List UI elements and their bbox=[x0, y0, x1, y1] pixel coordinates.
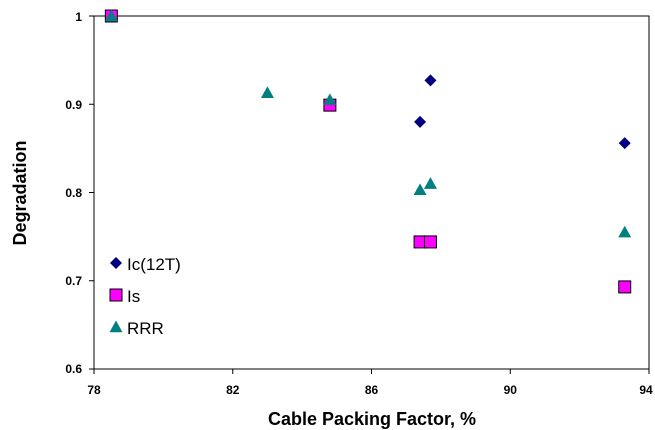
axis-ticks bbox=[89, 15, 650, 374]
legend-marker-is bbox=[109, 288, 123, 302]
legend-marker-ic12t bbox=[110, 257, 122, 269]
point-rrr bbox=[104, 9, 118, 22]
y-tick-labels: 0.6 0.7 0.8 0.9 1 bbox=[65, 10, 82, 376]
legend-label-ic12t: Ic(12T) bbox=[127, 255, 181, 274]
legend: Ic(12T) Is RRR bbox=[109, 255, 181, 338]
legend-label-is: Is bbox=[127, 287, 140, 306]
point-rrr bbox=[618, 225, 632, 238]
y-tick-label: 0.6 bbox=[65, 362, 82, 376]
y-tick-label: 1 bbox=[75, 10, 82, 24]
legend-marker-rrr bbox=[109, 320, 123, 333]
x-tick-labels: 78 82 86 90 94 bbox=[87, 383, 653, 397]
x-tick-label: 90 bbox=[504, 383, 518, 397]
legend-markers bbox=[109, 257, 123, 333]
y-tick-label: 0.7 bbox=[65, 274, 82, 288]
x-axis-title: Cable Packing Factor, % bbox=[268, 409, 476, 429]
point-rrr bbox=[413, 183, 427, 196]
y-tick-label: 0.8 bbox=[65, 186, 82, 200]
point-is bbox=[423, 235, 437, 249]
data-points bbox=[104, 9, 632, 294]
point-rrr bbox=[260, 86, 274, 98]
point-ic12t bbox=[414, 115, 427, 128]
legend-label-rrr: RRR bbox=[127, 319, 164, 338]
plot-area bbox=[93, 15, 650, 370]
x-tick-label: 78 bbox=[87, 383, 101, 397]
point-rrr bbox=[323, 93, 337, 106]
point-is bbox=[618, 280, 632, 294]
point-ic12t bbox=[424, 74, 437, 87]
x-tick-label: 86 bbox=[365, 383, 379, 397]
y-axis-title: Degradation bbox=[10, 140, 30, 245]
x-tick-label: 82 bbox=[226, 383, 240, 397]
y-tick-label: 0.9 bbox=[65, 98, 82, 112]
point-ic12t bbox=[618, 137, 631, 150]
x-tick-label: 94 bbox=[639, 383, 653, 397]
point-rrr bbox=[423, 177, 437, 189]
